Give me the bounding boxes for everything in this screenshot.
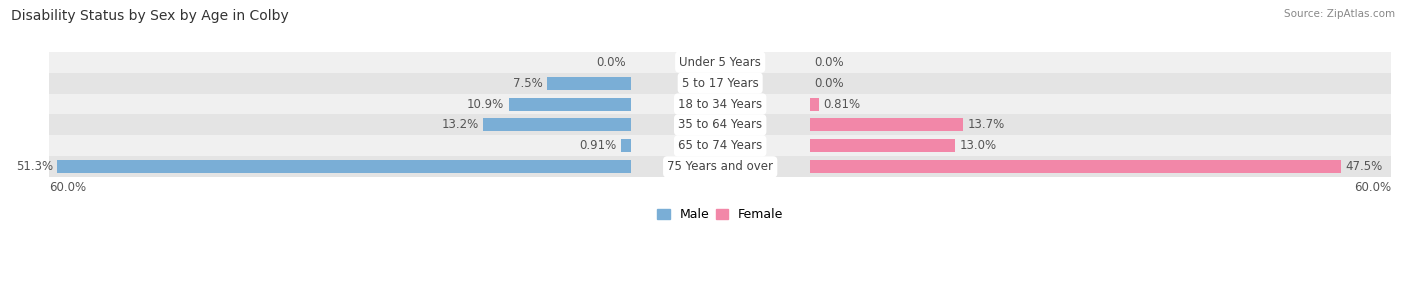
Text: 0.81%: 0.81% — [823, 98, 860, 110]
Bar — [49, 156, 1391, 178]
Bar — [49, 94, 1391, 114]
Legend: Male, Female: Male, Female — [652, 203, 789, 226]
Text: Under 5 Years: Under 5 Years — [679, 56, 761, 69]
Text: Source: ZipAtlas.com: Source: ZipAtlas.com — [1284, 9, 1395, 19]
Bar — [810, 139, 955, 152]
Text: 75 Years and over: 75 Years and over — [668, 160, 773, 173]
Text: 60.0%: 60.0% — [1354, 181, 1391, 193]
Text: 0.0%: 0.0% — [596, 56, 626, 69]
Bar — [49, 114, 1391, 135]
Bar — [547, 77, 631, 90]
Text: 13.7%: 13.7% — [967, 118, 1004, 131]
Bar — [509, 98, 631, 110]
Text: 5 to 17 Years: 5 to 17 Years — [682, 77, 759, 90]
Text: 51.3%: 51.3% — [15, 160, 53, 173]
Text: 18 to 34 Years: 18 to 34 Years — [678, 98, 762, 110]
Text: 35 to 64 Years: 35 to 64 Years — [678, 118, 762, 131]
Text: 7.5%: 7.5% — [513, 77, 543, 90]
Bar — [810, 118, 963, 131]
Bar — [810, 160, 1341, 173]
Bar — [58, 160, 631, 173]
Text: 13.0%: 13.0% — [959, 139, 997, 152]
Bar — [810, 98, 818, 110]
Text: 65 to 74 Years: 65 to 74 Years — [678, 139, 762, 152]
Text: Disability Status by Sex by Age in Colby: Disability Status by Sex by Age in Colby — [11, 9, 290, 23]
Text: 0.91%: 0.91% — [579, 139, 616, 152]
Bar — [620, 139, 631, 152]
Text: 0.0%: 0.0% — [814, 77, 844, 90]
Bar — [49, 135, 1391, 156]
Bar — [49, 73, 1391, 94]
Text: 0.0%: 0.0% — [814, 56, 844, 69]
Text: 47.5%: 47.5% — [1346, 160, 1382, 173]
Bar — [49, 52, 1391, 73]
Bar — [484, 118, 631, 131]
Text: 13.2%: 13.2% — [441, 118, 478, 131]
Text: 10.9%: 10.9% — [467, 98, 505, 110]
Text: 60.0%: 60.0% — [49, 181, 87, 193]
